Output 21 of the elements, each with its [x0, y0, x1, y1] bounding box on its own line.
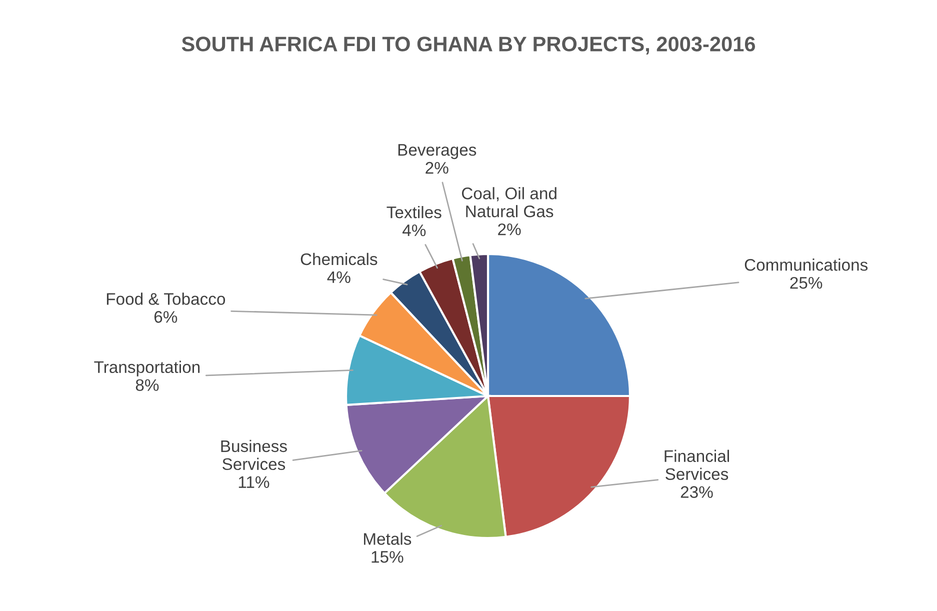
slice-label: Transportation [94, 360, 200, 376]
slice-label: Textiles [386, 206, 442, 218]
data-label: 15% [372, 551, 404, 563]
data-label: 2% [498, 223, 521, 236]
data-label: 25% [790, 276, 822, 289]
data-label: 11% [238, 476, 270, 488]
slice-label: Metals [364, 532, 412, 545]
slice-label: Business Services [221, 440, 287, 470]
data-label: 4% [402, 224, 426, 236]
slice-label: Chemicals [300, 252, 378, 266]
slice-label: Financial Services [664, 450, 729, 480]
data-label: 23% [680, 486, 713, 498]
data-label: 4% [327, 271, 350, 284]
data-label: 6% [154, 311, 178, 323]
chart-title: SOUTH AFRICA FDI TO GHANA BY PROJECTS, 2003-2016 [182, 36, 756, 54]
slice-label: Communications [744, 258, 868, 271]
slice-label: Food & Tobacco [106, 292, 226, 305]
slice-label: Beverages [398, 144, 476, 160]
slice-label: Coal, Oil and Natural Gas [462, 187, 556, 218]
data-label: 2% [426, 162, 448, 174]
data-label: 8% [136, 379, 159, 391]
